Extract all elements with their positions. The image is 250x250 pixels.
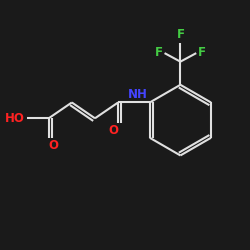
Text: HO: HO: [5, 112, 25, 125]
Text: O: O: [48, 139, 58, 152]
Text: F: F: [176, 28, 184, 42]
Text: F: F: [198, 46, 206, 59]
Text: NH: NH: [128, 88, 148, 101]
Text: O: O: [109, 124, 119, 138]
Text: F: F: [154, 46, 162, 59]
